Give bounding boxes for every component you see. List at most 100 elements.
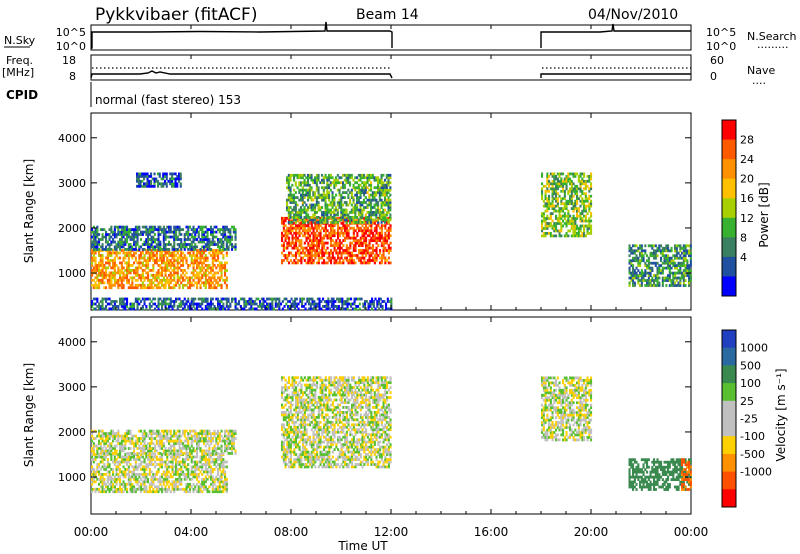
echo-cell <box>213 276 216 280</box>
echo-cell <box>546 182 549 186</box>
echo-cell <box>108 233 111 236</box>
echo-cell <box>640 269 643 272</box>
echo-cell <box>164 463 167 466</box>
echo-cell <box>217 245 220 249</box>
echo-cell <box>115 281 118 285</box>
echo-cell <box>581 199 584 203</box>
echo-cell <box>667 246 670 250</box>
echo-cell <box>105 261 108 265</box>
echo-cell <box>136 228 139 231</box>
echo-cell <box>312 234 315 238</box>
echo-cell <box>289 213 292 217</box>
echo-cell <box>293 176 296 180</box>
echo-cell <box>307 181 310 185</box>
echo-cell <box>562 209 565 213</box>
echo-cell <box>220 276 223 280</box>
echo-cell <box>141 468 144 471</box>
echo-cell <box>384 218 387 222</box>
echo-cell <box>171 261 174 265</box>
echo-cell <box>372 246 375 250</box>
echo-cell <box>139 182 142 186</box>
echo-cell <box>278 300 281 303</box>
echo-cell <box>309 229 312 233</box>
echo-cell <box>307 249 310 252</box>
echo-cell <box>140 300 143 303</box>
echo-cell <box>668 269 671 272</box>
echo-cell <box>336 208 339 212</box>
echo-cell <box>206 228 209 231</box>
echo-cell <box>94 261 97 265</box>
echo-cell <box>307 241 310 245</box>
echo-cell <box>384 236 387 240</box>
echo-cell <box>161 256 164 260</box>
echo-cell <box>661 284 664 287</box>
echo-cell <box>192 283 195 287</box>
echo-cell <box>98 261 101 265</box>
echo-cell <box>166 477 169 481</box>
echo-cell <box>556 202 559 206</box>
echo-cell <box>171 273 174 277</box>
echo-cell <box>326 196 329 199</box>
echo-cell <box>176 487 179 491</box>
echo-cell <box>307 208 310 212</box>
echo-cell <box>129 271 132 275</box>
echo-cell <box>340 176 343 180</box>
echo-cell <box>136 278 139 282</box>
echo-cell <box>333 178 336 182</box>
echo-cell <box>225 228 228 231</box>
echo-cell <box>378 193 381 197</box>
echo-cell <box>185 276 188 280</box>
echo-cell <box>651 284 654 287</box>
echo-cell <box>227 305 230 308</box>
echo-cell <box>201 251 204 255</box>
echo-cell <box>366 226 369 230</box>
echo-cell <box>173 487 176 491</box>
echo-cell <box>565 175 568 178</box>
echo-cell <box>140 233 143 236</box>
echo-cell <box>91 455 94 459</box>
echo-cell <box>171 182 174 186</box>
echo-cell <box>119 278 122 282</box>
echo-cell <box>642 256 645 260</box>
echo-cell <box>380 236 383 240</box>
echo-cell <box>126 251 129 255</box>
echo-cell <box>197 256 200 260</box>
echo-cell <box>171 264 174 267</box>
echo-cell <box>232 228 235 231</box>
echo-cell <box>194 307 197 311</box>
echo-cell <box>584 199 587 203</box>
echo-cell <box>178 266 181 270</box>
echo-cell <box>286 246 289 250</box>
echo-cell <box>330 226 333 230</box>
echo-cell <box>157 225 160 229</box>
echo-cell <box>342 203 345 207</box>
echo-cell <box>677 264 680 267</box>
echo-cell <box>164 297 167 301</box>
echo-cell <box>351 251 354 255</box>
echo-cell <box>119 470 122 474</box>
echo-cell <box>373 256 376 260</box>
echo-cell <box>175 300 178 303</box>
echo-cell <box>298 208 301 212</box>
echo-cell <box>288 251 291 255</box>
echo-cell <box>145 261 148 265</box>
echo-cell <box>281 259 284 262</box>
echo-cell <box>106 248 109 251</box>
echo-cell <box>165 175 168 178</box>
echo-cell <box>333 211 336 214</box>
echo-cell <box>182 278 185 282</box>
echo-cell <box>330 297 333 301</box>
echo-cell <box>319 236 322 240</box>
echo-cell <box>150 175 153 178</box>
echo-cell <box>154 465 157 469</box>
echo-cell <box>192 302 195 306</box>
echo-cell <box>147 266 150 270</box>
echo-cell <box>110 271 113 275</box>
echo-cell <box>162 230 165 234</box>
echo-cell <box>91 228 94 231</box>
echo-cell <box>225 251 228 255</box>
echo-cell <box>359 256 362 260</box>
echo-cell <box>154 477 157 481</box>
echo-cell <box>136 458 139 461</box>
echo-cell <box>544 227 547 230</box>
